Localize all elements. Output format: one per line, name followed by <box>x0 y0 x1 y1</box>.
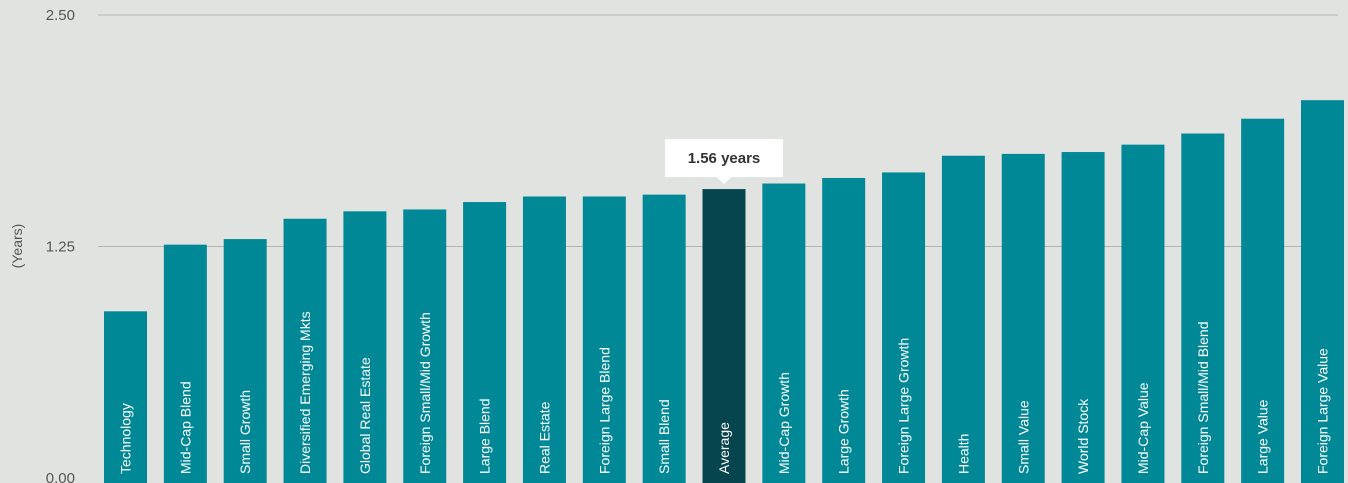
bar <box>104 311 147 483</box>
bar-labels: Technology Mid-Cap Blend Small Growth Diver… <box>118 311 1331 474</box>
callout-label: 1.56 years <box>688 150 761 167</box>
category-label: Health <box>955 434 971 474</box>
category-label: Foreign Small/Mid Blend <box>1195 321 1211 474</box>
category-label: Foreign Large Growth <box>896 338 912 474</box>
bar <box>882 172 926 483</box>
bar <box>463 202 507 483</box>
bar <box>522 196 566 483</box>
category-label: Large Growth <box>836 389 852 474</box>
category-label: Large Blend <box>477 398 493 474</box>
bar <box>1061 152 1105 483</box>
category-label: Mid-Cap Blend <box>177 381 193 474</box>
category-label: Small Growth <box>237 390 253 474</box>
bar <box>283 218 327 483</box>
category-label: World Stock <box>1075 398 1091 474</box>
bar <box>941 155 985 483</box>
category-label: Mid-Cap Value <box>1135 382 1151 474</box>
bar <box>1241 118 1285 483</box>
category-label: Foreign Large Value <box>1315 348 1331 474</box>
category-label: Average <box>716 422 732 474</box>
category-label: Large Value <box>1255 399 1271 474</box>
y-tick-label: 2.50 <box>46 7 75 24</box>
category-label: Diversified Emerging Mkts <box>297 311 313 474</box>
bar <box>1001 153 1045 483</box>
category-label: Foreign Small/Mid Growth <box>417 312 433 474</box>
bar <box>1181 133 1225 483</box>
y-axis-ticks: 0.00 1.25 2.50 <box>46 7 75 483</box>
category-label: Global Real Estate <box>357 357 373 474</box>
average-callout: 1.56 years <box>665 139 783 185</box>
bar <box>582 196 626 483</box>
category-label: Foreign Large Blend <box>596 347 612 474</box>
category-label: Small Blend <box>656 399 672 474</box>
bar <box>822 177 866 483</box>
bar <box>163 244 207 483</box>
bar <box>223 239 267 483</box>
bar <box>642 194 686 483</box>
category-label: Mid-Cap Growth <box>776 372 792 474</box>
bar <box>702 189 746 483</box>
y-tick-label: 1.25 <box>46 239 75 256</box>
bar <box>1301 100 1344 483</box>
category-label: Technology <box>118 403 134 474</box>
bar <box>762 183 806 483</box>
category-label: Real Estate <box>536 401 552 474</box>
bar <box>1121 144 1165 483</box>
category-label: Small Value <box>1015 400 1031 474</box>
y-axis-title: (Years) <box>9 224 25 269</box>
bars <box>104 100 1344 483</box>
bar <box>343 211 387 483</box>
y-tick-label: 0.00 <box>46 470 75 483</box>
bar <box>403 209 447 483</box>
callout-box <box>665 139 783 185</box>
